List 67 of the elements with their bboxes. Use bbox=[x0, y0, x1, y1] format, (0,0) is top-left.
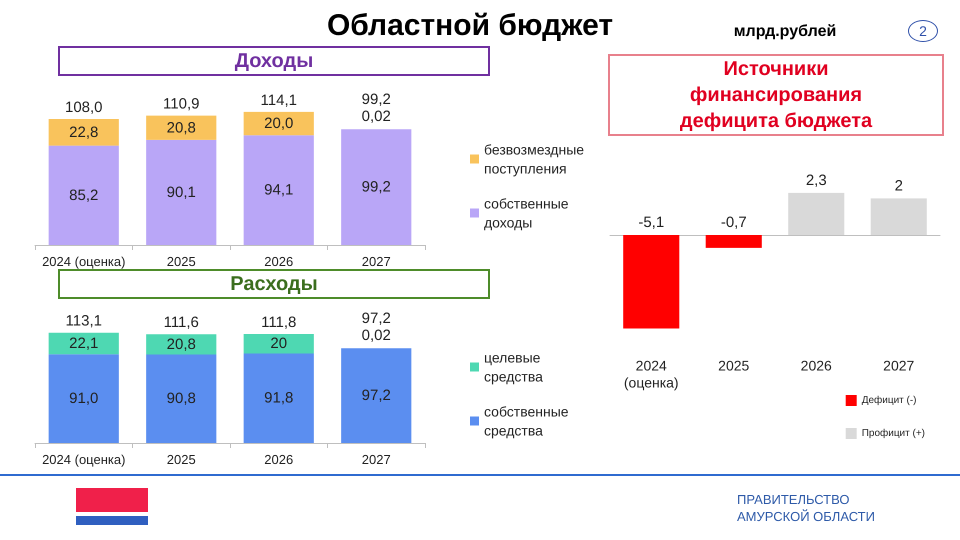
data-label: 94,1 bbox=[264, 182, 294, 199]
x-tick-label: 2026 bbox=[800, 358, 832, 374]
total-label: 110,9 bbox=[163, 96, 200, 113]
data-label: 20,0 bbox=[264, 115, 294, 132]
bar bbox=[146, 354, 216, 443]
x-tick-label: 2024 (оценка) bbox=[624, 358, 679, 390]
data-label: 22,8 bbox=[69, 124, 98, 141]
legend-label: целевые средства bbox=[484, 350, 544, 384]
data-label: 0,02 bbox=[362, 327, 391, 344]
legend-label: собственные доходы bbox=[484, 196, 569, 230]
chart-title: Источники финансирования дефицита бюджета bbox=[608, 54, 944, 136]
x-tick-label: 2025 bbox=[166, 254, 196, 269]
total-label: 108,0 bbox=[64, 99, 103, 116]
data-label: 20,8 bbox=[166, 119, 196, 136]
bar bbox=[48, 146, 119, 245]
bar bbox=[48, 354, 119, 443]
data-label: 91,8 bbox=[264, 390, 294, 407]
x-tick-label: 2026 bbox=[264, 254, 294, 269]
x-tick-label: 2025 bbox=[718, 358, 750, 374]
bar bbox=[341, 129, 412, 245]
data-label: 85,2 bbox=[69, 186, 98, 204]
bar bbox=[48, 119, 119, 146]
bar bbox=[146, 334, 216, 354]
data-label: 90,8 bbox=[166, 390, 196, 408]
data-label: 20 bbox=[270, 335, 288, 352]
x-tick-label: 2024 (оценка) bbox=[42, 254, 126, 269]
total-label: 97,2 bbox=[362, 310, 391, 328]
legend-label: Профицит (+) bbox=[862, 428, 925, 439]
data-label: -0,7 bbox=[720, 214, 747, 231]
data-label: 99,2 bbox=[362, 178, 391, 196]
data-label: 0,02 bbox=[362, 108, 391, 126]
data-label: 91,0 bbox=[69, 390, 98, 408]
bar bbox=[244, 135, 314, 245]
legend-label: безвозмездные поступления bbox=[484, 142, 584, 176]
legend-label: Дефицит (-) bbox=[862, 395, 917, 406]
x-tick-label: 2026 bbox=[264, 452, 294, 467]
data-label: 2 bbox=[894, 177, 903, 194]
bar bbox=[341, 348, 412, 443]
total-label: 114,1 bbox=[260, 92, 297, 109]
bar bbox=[146, 116, 216, 140]
total-label: 111,8 bbox=[261, 314, 296, 331]
text: млрд.рублей bbox=[732, 22, 838, 42]
bar bbox=[244, 353, 314, 443]
bar bbox=[48, 332, 119, 354]
data-label: 22,1 bbox=[69, 335, 98, 352]
x-tick-label: 2027 bbox=[883, 358, 915, 374]
chart-title: Расходы bbox=[58, 269, 490, 299]
chart-title: Доходы bbox=[58, 46, 490, 76]
legend-label: собственные средства bbox=[484, 404, 569, 438]
total-label: 111,6 bbox=[164, 314, 199, 332]
text: ПРАВИТЕЛЬСТВО АМУРСКОЙ ОБЛАСТИ bbox=[737, 492, 876, 526]
bar bbox=[244, 334, 314, 354]
x-tick-label: 2025 bbox=[166, 452, 196, 467]
total-label: 113,1 bbox=[66, 312, 102, 330]
text: 2 bbox=[908, 20, 938, 42]
data-label: 90,1 bbox=[166, 184, 196, 201]
text: Областной бюджет bbox=[326, 8, 614, 44]
x-tick-label: 2027 bbox=[362, 452, 391, 467]
data-label: 2,3 bbox=[806, 172, 827, 189]
x-tick-label: 2024 (оценка) bbox=[42, 452, 126, 467]
total-label: 99,2 bbox=[362, 91, 391, 108]
data-label: 20,8 bbox=[166, 336, 196, 353]
bar bbox=[146, 140, 216, 245]
data-label: 97,2 bbox=[362, 387, 391, 404]
bar bbox=[244, 112, 314, 136]
data-label: -5,1 bbox=[638, 214, 664, 231]
x-tick-label: 2027 bbox=[362, 254, 391, 269]
